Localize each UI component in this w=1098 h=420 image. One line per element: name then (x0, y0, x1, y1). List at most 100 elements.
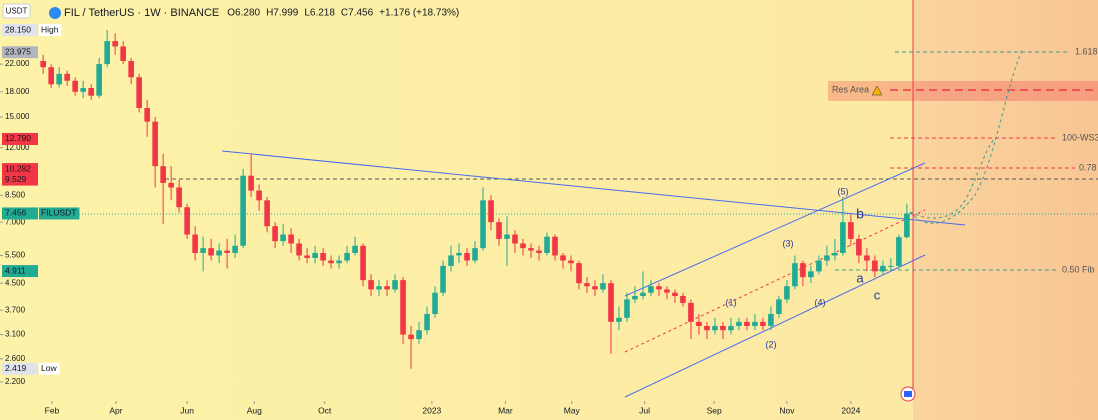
candle-body (64, 73, 70, 81)
candle-body (576, 263, 582, 284)
candle-body (600, 283, 606, 290)
candle-body (616, 317, 622, 322)
x-tick-label: Feb (45, 405, 60, 415)
candle-body (648, 286, 654, 293)
candle-body (728, 325, 734, 331)
wave-label: c (874, 287, 881, 302)
wave-label: (3) (783, 238, 794, 248)
candle-body (96, 64, 102, 96)
candle-body (872, 260, 878, 272)
candle-body (392, 280, 398, 290)
x-tick-label: 2023 (422, 405, 441, 415)
candle-body (832, 252, 838, 256)
candle-body (768, 313, 774, 326)
x-tick-label: Aug (247, 405, 262, 415)
y-tick-label: 7.000 (5, 217, 26, 226)
candle-body (128, 60, 134, 78)
candle-body (688, 302, 694, 322)
y-tick-label: 3.100 (5, 330, 26, 339)
candle-body (560, 255, 566, 261)
candle-body (608, 283, 614, 322)
candle-body (472, 248, 478, 261)
ohlc-value: L6.218 (304, 8, 335, 19)
ohlc-legend: O6.280 H7.999 L6.218 C7.456 +1.176 (+18.73%) (227, 8, 459, 19)
candle-body (440, 265, 446, 293)
channel-lower (624, 254, 926, 398)
candle-body (824, 255, 830, 261)
price-label-box (2, 132, 38, 145)
candle-body (232, 245, 238, 253)
currency: USDT (6, 7, 28, 16)
fib-label: 100-WS3 (1062, 132, 1098, 142)
wave-label: a (856, 270, 864, 285)
candle-body (816, 260, 822, 272)
candle-body (840, 222, 846, 253)
ohlc-value: +1.176 (+18.73%) (379, 8, 459, 19)
candle-body (792, 263, 798, 287)
candle-body (808, 271, 814, 278)
x-tick-label: Apr (109, 405, 122, 415)
candle-body (584, 283, 590, 287)
candle-body (160, 166, 166, 183)
ohlc-value: O6.280 (227, 8, 260, 19)
candle-body (544, 236, 550, 253)
x-tick-label: Oct (318, 405, 332, 415)
candle-body (488, 200, 494, 223)
fib-label: 0.50 Fib (1062, 264, 1095, 274)
candle-body (120, 46, 126, 61)
candle-body (48, 67, 54, 85)
candle-body (88, 88, 94, 96)
wave-label: (5) (838, 186, 849, 196)
price-label: 7.456 (5, 208, 27, 218)
candle-body (504, 234, 510, 239)
candle-body (408, 334, 414, 340)
candle-body (656, 286, 662, 290)
price-label: 4.911 (5, 265, 26, 275)
ohlc-value: C7.456 (341, 8, 374, 19)
y-tick-label: 5.500 (5, 251, 26, 260)
candle-body (368, 280, 374, 290)
candle-body (760, 321, 766, 326)
candle-body (848, 222, 854, 239)
event-flag (904, 391, 912, 397)
ohlc-value: H7.999 (266, 8, 299, 19)
price-tag: FILUSDT (41, 208, 76, 218)
price-label: 2.419 (5, 363, 27, 373)
price-tag: High (41, 24, 59, 34)
candle-body (40, 60, 46, 68)
channel-mid (624, 209, 926, 353)
candle-body (80, 88, 86, 92)
candle-body (640, 292, 646, 296)
y-tick-label: 18.000 (5, 87, 30, 96)
candle-body (520, 243, 526, 249)
candle-body (800, 263, 806, 278)
candle-body (880, 265, 886, 272)
price-tag-box (39, 24, 62, 37)
y-tick-label: 12.000 (5, 143, 30, 152)
candle-body (480, 200, 486, 249)
candle-body (776, 299, 782, 314)
candle-body (216, 250, 222, 256)
candle-body (712, 325, 718, 331)
currency-box[interactable] (2, 3, 31, 19)
candle-body (304, 255, 310, 258)
candle-body (680, 295, 686, 303)
candle-body (672, 292, 678, 296)
price-label: 10.282 (5, 163, 31, 173)
candle-body (248, 175, 254, 191)
candle-body (400, 280, 406, 335)
price-label-box (2, 173, 38, 186)
symbol-title: FIL / TetherUS · 1W · BINANCE (64, 7, 219, 19)
wave-label: (4) (815, 297, 826, 307)
price-label-box (2, 362, 38, 375)
candle-body (376, 286, 382, 290)
candle-body (784, 286, 790, 300)
wave-label: (1) (726, 297, 737, 307)
candle-body (736, 321, 742, 326)
res-label: Res Area (832, 84, 869, 94)
candle-body (328, 260, 334, 264)
price-tag-box (39, 362, 60, 375)
trendline (221, 150, 966, 226)
candle-body (344, 252, 350, 261)
